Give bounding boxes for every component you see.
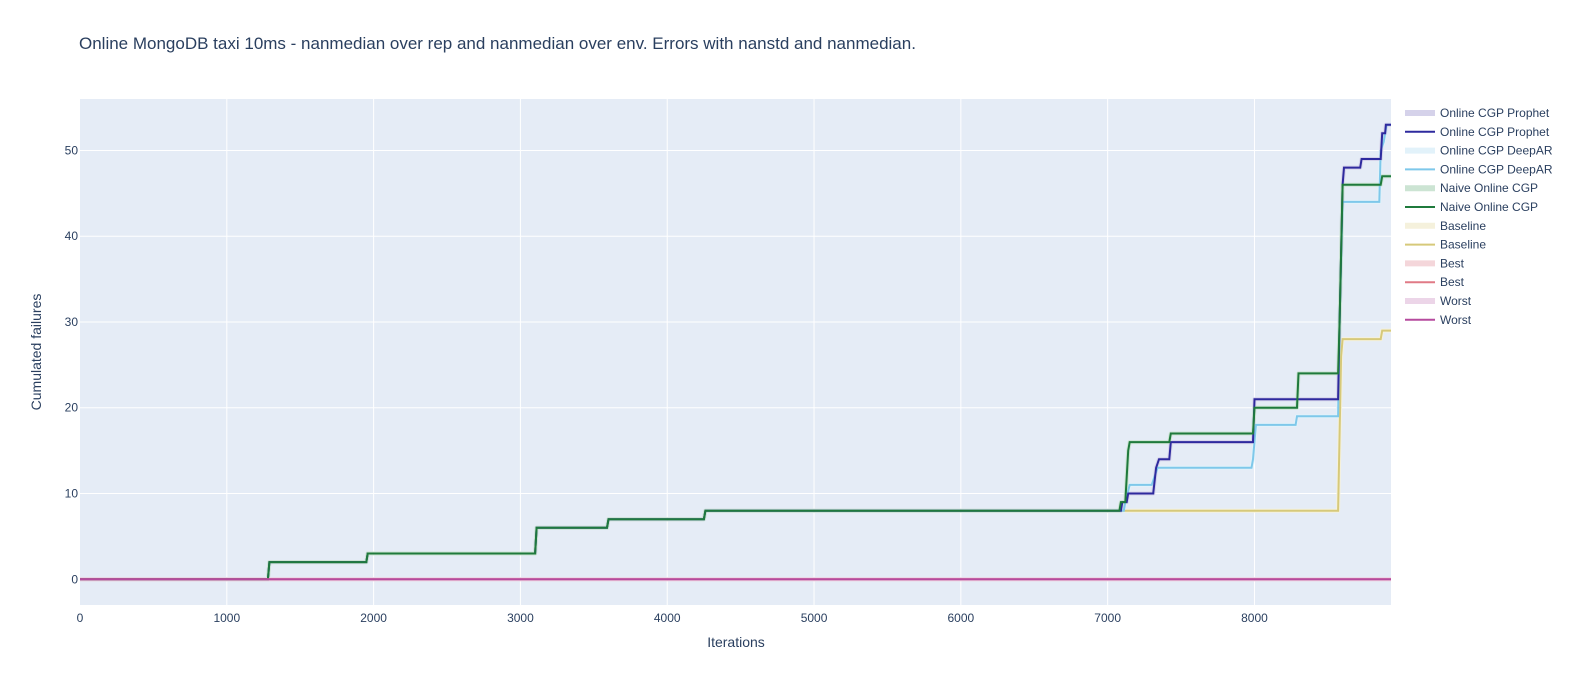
- series-line-2: [80, 175, 1391, 581]
- legend-item[interactable]: Online CGP Prophet: [1405, 125, 1550, 139]
- y-tick-label: 20: [65, 401, 79, 415]
- legend-label: Online CGP Prophet: [1440, 106, 1550, 120]
- x-tick-label: 6000: [947, 611, 974, 625]
- legend-item[interactable]: Naive Online CGP: [1405, 181, 1538, 195]
- plot-area: [80, 99, 1391, 605]
- legend-label: Worst: [1440, 294, 1472, 308]
- legend-item[interactable]: Online CGP DeepAR: [1405, 162, 1553, 176]
- axis-ticks: 0 1000 2000 3000 4000 5000 6000 7000 8000 0 10 20 30…: [65, 143, 1268, 625]
- y-axis-title: Cumulated failures: [28, 294, 44, 411]
- legend-label: Naive Online CGP: [1440, 181, 1538, 195]
- y-tick-label: 0: [71, 572, 78, 586]
- x-tick-label: 2000: [360, 611, 387, 625]
- legend-item[interactable]: Naive Online CGP: [1405, 200, 1538, 214]
- x-tick-label: 0: [77, 611, 84, 625]
- legend-label: Baseline: [1440, 238, 1486, 252]
- legend-item[interactable]: Online CGP DeepAR: [1405, 144, 1553, 158]
- legend-label: Online CGP DeepAR: [1440, 162, 1553, 176]
- legend-item[interactable]: Baseline: [1405, 219, 1486, 233]
- series-lines: [80, 122, 1391, 582]
- y-tick-label: 40: [65, 229, 79, 243]
- legend-label: Worst: [1440, 313, 1472, 327]
- x-tick-label: 1000: [213, 611, 240, 625]
- legend-label: Baseline: [1440, 219, 1486, 233]
- x-tick-label: 5000: [801, 611, 828, 625]
- legend-label: Best: [1440, 275, 1465, 289]
- legend-item[interactable]: Best: [1405, 275, 1465, 289]
- legend-item[interactable]: Worst: [1405, 313, 1472, 327]
- legend-item[interactable]: Best: [1405, 256, 1465, 270]
- legend-label: Online CGP DeepAR: [1440, 144, 1553, 158]
- legend[interactable]: Online CGP Prophet Online CGP Prophet Onli…: [1405, 106, 1553, 327]
- y-tick-label: 30: [65, 315, 79, 329]
- legend-label: Online CGP Prophet: [1440, 125, 1550, 139]
- x-tick-label: 7000: [1094, 611, 1121, 625]
- legend-label: Naive Online CGP: [1440, 200, 1538, 214]
- legend-label: Best: [1440, 256, 1465, 270]
- legend-item[interactable]: Baseline: [1405, 238, 1486, 252]
- legend-item[interactable]: Online CGP Prophet: [1405, 106, 1550, 120]
- x-tick-label: 4000: [654, 611, 681, 625]
- legend-item[interactable]: Worst: [1405, 294, 1472, 308]
- chart-title: Online MongoDB taxi 10ms - nanmedian ove…: [79, 34, 916, 53]
- y-tick-label: 10: [65, 487, 79, 501]
- x-tick-label: 8000: [1241, 611, 1268, 625]
- y-tick-label: 50: [65, 143, 79, 157]
- x-tick-label: 3000: [507, 611, 534, 625]
- x-axis-title: Iterations: [707, 634, 765, 650]
